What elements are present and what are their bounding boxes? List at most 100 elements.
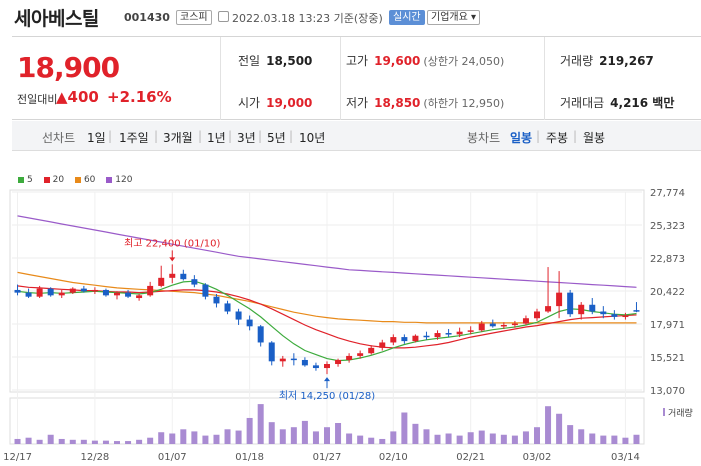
candle-body — [69, 288, 76, 293]
range-3y[interactable]: 3년 — [237, 131, 256, 145]
candle-body — [467, 330, 474, 332]
candle-body — [622, 315, 629, 318]
stock-code: 001430 — [124, 11, 170, 24]
x-tick-label: 02/21 — [456, 452, 485, 463]
volume-bar — [545, 406, 552, 444]
candle-body — [58, 292, 65, 296]
candle-body — [611, 314, 618, 317]
range-10y[interactable]: 10년 — [299, 131, 326, 145]
tab-weekly[interactable]: 주봉 — [546, 131, 569, 145]
volume-bar — [379, 438, 386, 444]
candle-body — [224, 303, 231, 312]
volume-bar — [622, 437, 629, 444]
volume-bar — [290, 427, 297, 444]
candle-body — [346, 355, 353, 360]
period-bar: 선차트 1일 | 1주일 | 3개월 | 1년 | 3년 | 5년 | 10년 … — [12, 121, 701, 151]
range-3m[interactable]: 3개월 — [163, 131, 193, 145]
x-tick-label: 03/14 — [611, 452, 640, 463]
y-tick-label: 17,971 — [650, 320, 685, 331]
separator: | — [536, 129, 541, 143]
volume-bar — [368, 437, 375, 444]
volume-value: 219,267 — [599, 54, 654, 68]
candle-chart-label[interactable]: 봉차트 — [467, 131, 501, 145]
volume-bar — [567, 425, 574, 444]
range-1y[interactable]: 1년 — [207, 131, 226, 145]
range-1d[interactable]: 1일 — [87, 131, 106, 145]
volume-bar — [511, 435, 518, 444]
candle-body — [47, 288, 54, 296]
volume-bar — [125, 441, 132, 444]
trade-amount: 거래대금 4,216 백만 — [560, 94, 674, 111]
candle-body — [357, 353, 364, 356]
volume-bar — [102, 440, 109, 444]
separator: | — [289, 129, 294, 143]
volume-bar — [25, 437, 32, 444]
volume-bar — [600, 435, 607, 444]
candle-body — [500, 324, 507, 327]
candle-body — [180, 273, 187, 280]
ma5-line — [17, 280, 637, 362]
volume-bar — [91, 440, 98, 444]
candle-body — [489, 323, 496, 327]
range-5y[interactable]: 5년 — [267, 131, 286, 145]
separator: | — [228, 129, 233, 143]
volume-bar — [268, 422, 275, 444]
upper-limit: (상한가 24,050) — [423, 55, 505, 68]
candle-body — [423, 335, 430, 338]
candle-body — [114, 292, 120, 296]
candle-body — [412, 335, 419, 342]
volume-bar — [301, 420, 308, 444]
candle-body — [290, 358, 297, 361]
high-arrowhead — [169, 257, 176, 262]
y-tick-label: 15,521 — [650, 353, 685, 364]
timestamp: 2022.03.18 13:23 기준(장중) — [232, 12, 383, 25]
y-tick-label: 13,070 — [650, 386, 685, 397]
price-chart[interactable]: 5 20 60 120 27,774 25,323 22,873 20,422 17,9… — [0, 170, 701, 466]
legend-ma60: 60 — [74, 175, 95, 185]
volume-bar — [324, 427, 330, 444]
company-info-dropdown[interactable]: 기업개요 ▾ — [427, 10, 480, 25]
chart-legend: 5 20 60 120 — [18, 175, 140, 185]
current-price: 18,900 — [17, 51, 120, 84]
candle-body — [478, 323, 485, 331]
change-percent: +2.16% — [107, 88, 172, 106]
tab-daily[interactable]: 일봉 — [510, 131, 533, 145]
realtime-button[interactable]: 실시간 — [389, 10, 425, 25]
range-1w[interactable]: 1주일 — [119, 131, 149, 145]
candle-body — [301, 359, 308, 366]
volume-bar — [467, 432, 474, 444]
volume-bar — [445, 433, 452, 444]
amount-label: 거래대금 — [560, 96, 605, 110]
candle-body — [633, 310, 640, 312]
high-label: 고가 — [346, 54, 369, 68]
candle-body — [600, 311, 607, 315]
x-tick-label: 03/02 — [523, 452, 552, 463]
candle-body — [511, 323, 518, 326]
clock-icon — [218, 11, 229, 22]
line-chart-label[interactable]: 선차트 — [42, 131, 76, 145]
change-value: ▲400 — [56, 88, 99, 106]
candle-body — [191, 279, 198, 285]
stock-name[interactable]: 세아베스틸 — [14, 8, 99, 30]
y-tick-label: 22,873 — [650, 254, 685, 265]
candle-body — [368, 347, 375, 354]
volume-legend-swatch — [663, 408, 665, 416]
separator: | — [258, 129, 263, 143]
high-annotation: 최고 22,400 (01/10) — [124, 237, 220, 249]
divider — [340, 37, 341, 120]
legend-ma120: 120 — [106, 175, 132, 185]
volume-bar — [14, 438, 21, 444]
volume-bar — [169, 433, 176, 444]
candle-body — [534, 311, 540, 319]
candle-body — [235, 311, 242, 320]
candle-body — [445, 333, 452, 335]
chart-canvas[interactable]: 27,774 25,323 22,873 20,422 17,971 15,521 13,0… — [0, 170, 701, 466]
volume-bar — [556, 413, 563, 444]
candle-body — [401, 337, 408, 342]
y-tick-label: 20,422 — [650, 287, 685, 298]
volume-bar — [500, 434, 507, 444]
volume-bar — [36, 439, 43, 444]
market-badge: 코스피 — [176, 10, 212, 25]
tab-monthly[interactable]: 월봉 — [583, 131, 606, 145]
